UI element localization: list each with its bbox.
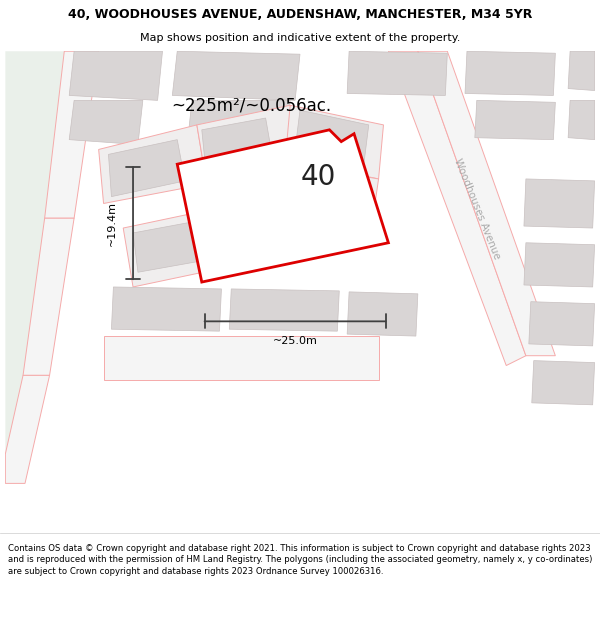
Polygon shape	[285, 105, 383, 179]
Polygon shape	[172, 51, 300, 101]
Polygon shape	[568, 51, 595, 91]
Polygon shape	[465, 51, 556, 96]
Polygon shape	[69, 51, 163, 101]
Text: Map shows position and indicative extent of the property.: Map shows position and indicative extent…	[140, 33, 460, 44]
Polygon shape	[529, 302, 595, 346]
Text: 40: 40	[301, 164, 336, 191]
Polygon shape	[347, 292, 418, 336]
Polygon shape	[177, 130, 388, 282]
Polygon shape	[418, 51, 556, 356]
Text: ~25.0m: ~25.0m	[272, 336, 317, 346]
Polygon shape	[5, 376, 50, 483]
Polygon shape	[5, 51, 94, 454]
Polygon shape	[229, 289, 339, 331]
Polygon shape	[475, 101, 556, 139]
Polygon shape	[217, 191, 320, 268]
Polygon shape	[532, 361, 595, 405]
Polygon shape	[23, 218, 74, 376]
Polygon shape	[221, 201, 302, 252]
Text: 40, WOODHOUSES AVENUE, AUDENSHAW, MANCHESTER, M34 5YR: 40, WOODHOUSES AVENUE, AUDENSHAW, MANCHE…	[68, 8, 532, 21]
Polygon shape	[347, 51, 448, 96]
Text: ~19.4m: ~19.4m	[106, 201, 116, 246]
Polygon shape	[123, 208, 226, 287]
Polygon shape	[197, 105, 300, 184]
Polygon shape	[568, 101, 595, 139]
Polygon shape	[295, 110, 369, 164]
Polygon shape	[112, 287, 221, 331]
Polygon shape	[133, 220, 209, 272]
Polygon shape	[388, 51, 526, 366]
Polygon shape	[524, 179, 595, 228]
Polygon shape	[109, 139, 185, 197]
Polygon shape	[104, 336, 379, 380]
Text: ~225m²/~0.056ac.: ~225m²/~0.056ac.	[171, 96, 331, 114]
Polygon shape	[187, 101, 290, 149]
Text: Contains OS data © Crown copyright and database right 2021. This information is : Contains OS data © Crown copyright and d…	[8, 544, 592, 576]
Polygon shape	[69, 101, 143, 144]
Polygon shape	[98, 125, 206, 204]
Text: Woodhouses Avenue: Woodhouses Avenue	[452, 156, 502, 260]
Polygon shape	[283, 164, 379, 233]
Polygon shape	[524, 242, 595, 287]
Polygon shape	[44, 51, 98, 218]
Polygon shape	[292, 169, 364, 218]
Polygon shape	[202, 118, 272, 169]
